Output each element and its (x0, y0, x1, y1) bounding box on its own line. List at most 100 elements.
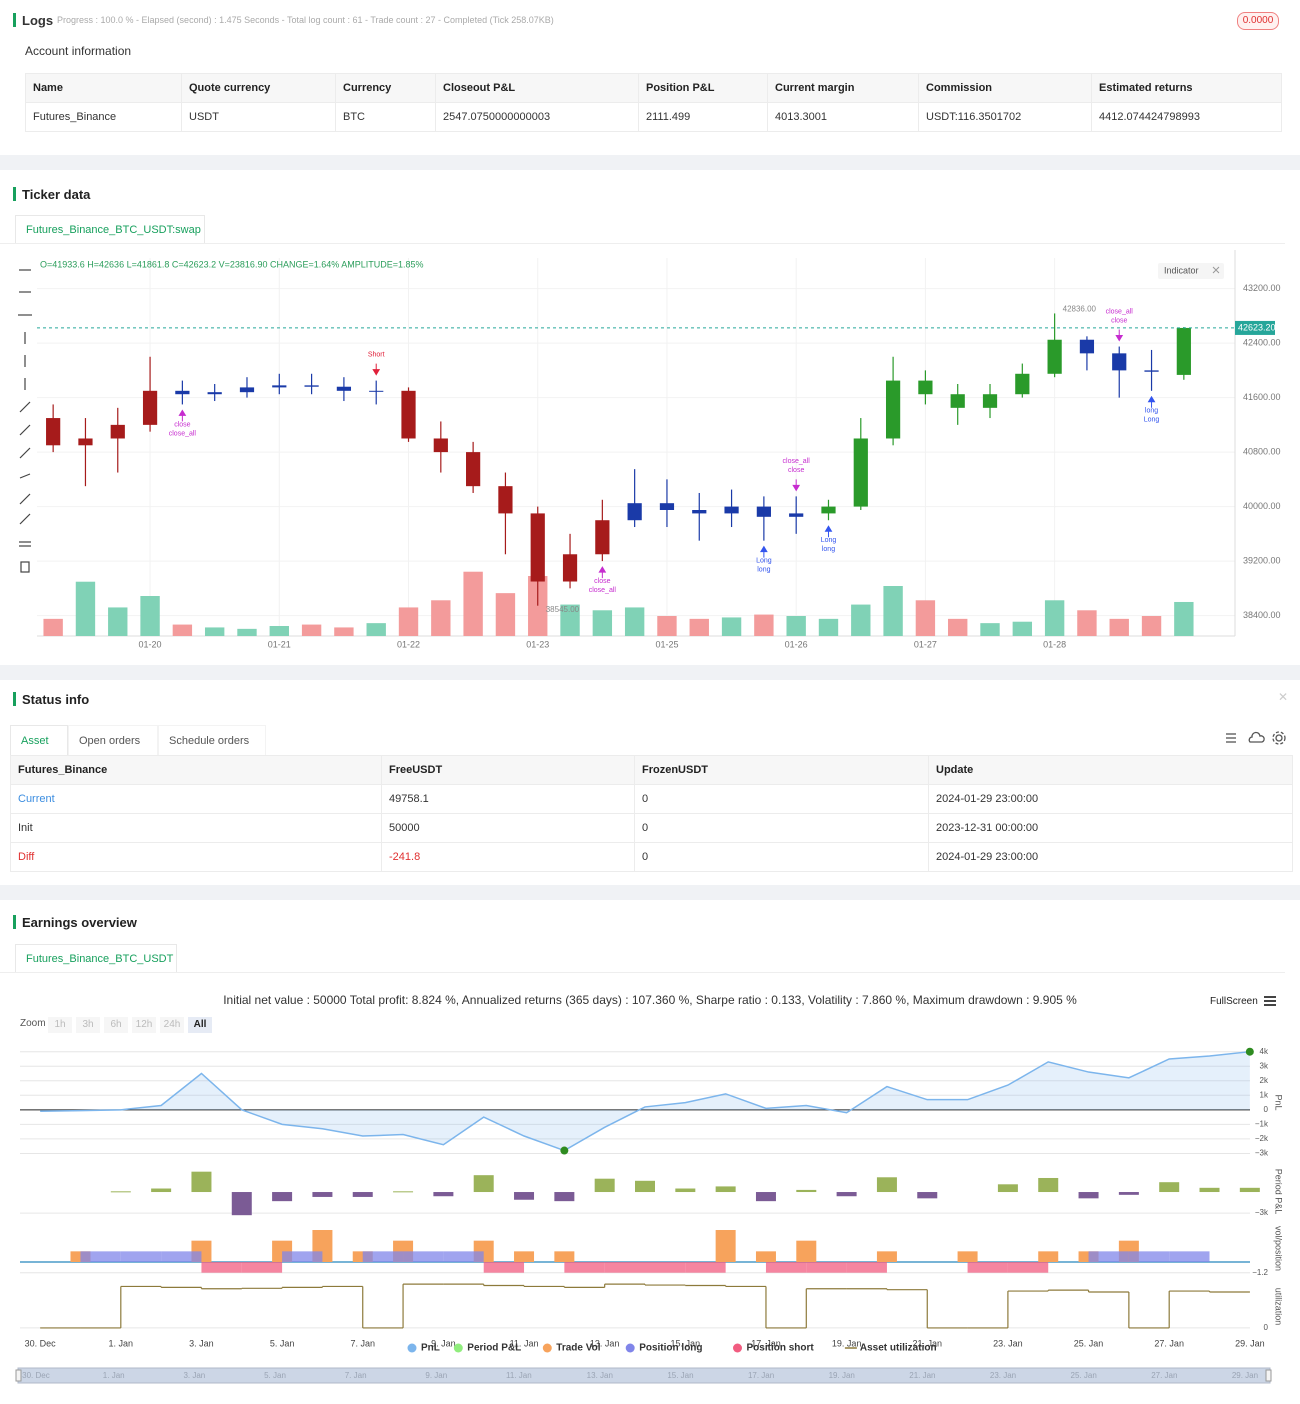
position-bar (967, 1262, 1008, 1273)
position-bar (1169, 1251, 1210, 1263)
volume-bar (754, 614, 774, 636)
zoom-button[interactable]: 12h (132, 1017, 156, 1033)
volume-bar (172, 624, 193, 636)
y-tick-label: 1k (1260, 1090, 1269, 1099)
volume-bar (431, 600, 451, 636)
candlestick-chart: 38400.00 39200.00 40000.00 40800.00 41600.00… (37, 250, 1281, 649)
progress-text: Progress : 100.0 % - Elapsed (second) : … (57, 15, 554, 25)
column-bar (473, 1175, 494, 1193)
legend-marker (625, 1343, 635, 1353)
column-bar (312, 1192, 333, 1197)
column-bar (1199, 1187, 1220, 1193)
candle-body (595, 520, 610, 555)
navigator-handle[interactable] (1265, 1369, 1272, 1382)
column-bar (715, 1186, 736, 1193)
x-tick-label: 01-27 (914, 639, 937, 649)
fullscreen-button[interactable]: FullScreen (1210, 996, 1258, 1007)
navigator-label: 30. Dec (22, 1371, 50, 1380)
column-bar (1239, 1187, 1260, 1193)
table-cell: 2111.499 (638, 102, 768, 132)
navigator-label: 3. Jan (183, 1371, 205, 1380)
position-bar (483, 1262, 525, 1273)
column-bar (1038, 1177, 1059, 1193)
navigator-label: 1. Jan (103, 1371, 125, 1380)
collapse-icon[interactable]: ✕ (1278, 690, 1289, 704)
navigator-label: 7. Jan (345, 1371, 367, 1380)
x-tick-label: 01-26 (785, 639, 808, 649)
table-tools[interactable] (1222, 730, 1288, 746)
volume-bar (592, 610, 613, 636)
candle-body (142, 390, 158, 425)
candle-body (885, 380, 901, 439)
navigator-handle[interactable] (15, 1369, 22, 1382)
position-bar (241, 1262, 283, 1273)
x-tick-label: 5. Jan (270, 1338, 295, 1348)
tab[interactable]: Schedule orders (158, 725, 266, 756)
legend-label[interactable]: Period P&L (467, 1343, 521, 1354)
candle-body (562, 554, 578, 582)
volume-bar (1141, 616, 1162, 636)
section-subtitle: Account information (25, 44, 132, 58)
drawing-toolbar (18, 269, 32, 573)
x-tick-label: 01-20 (139, 639, 162, 649)
trade-label: long (757, 566, 770, 573)
legend-label[interactable]: Position short (747, 1343, 815, 1354)
menu-icon[interactable] (1263, 995, 1277, 1007)
legend-marker (453, 1343, 463, 1353)
volume-bar (75, 581, 96, 636)
table-cell: Diff (10, 842, 382, 872)
column-bar (1159, 1182, 1180, 1193)
zoom-button[interactable]: 3h (76, 1017, 100, 1033)
candle-body (982, 394, 998, 408)
legend-label[interactable]: Asset utilization (860, 1343, 937, 1354)
y-tick-label: 40800.00 (1243, 446, 1281, 456)
indicator-button[interactable] (1158, 263, 1224, 279)
expand-icon (1212, 266, 1220, 274)
trade-arrow (824, 525, 833, 538)
tab-active[interactable]: Asset (10, 725, 68, 756)
zoom-button[interactable]: All (188, 1017, 212, 1033)
summary: Initial net value : 50000 Total profit: … (223, 993, 1077, 1007)
volume-bar (528, 576, 548, 636)
table-cell: Futures_Binance (25, 102, 182, 132)
tab[interactable]: Futures_Binance_BTC_USDT (15, 944, 177, 972)
zoom-button[interactable]: 1h (48, 1017, 72, 1033)
navigator-label: 5. Jan (264, 1371, 286, 1380)
x-tick-label: 01-28 (1043, 639, 1066, 649)
zoom-button[interactable]: 6h (104, 1017, 128, 1033)
tab[interactable]: Futures_Binance_BTC_USDT:swap (15, 215, 205, 243)
position-bar (564, 1262, 605, 1273)
y-tick-label: 3k (1260, 1061, 1269, 1070)
last-price-tag (1235, 320, 1275, 335)
navigator-label: 15. Jan (667, 1371, 693, 1380)
header-cell: Position P&L (638, 73, 768, 103)
legend-label[interactable]: Position long (639, 1343, 702, 1354)
x-tick-label: 13. Jan (590, 1338, 620, 1348)
candle-body (336, 386, 352, 391)
zoom-button[interactable]: 24h (160, 1017, 184, 1033)
table-cell: 0 (634, 784, 929, 814)
x-tick-label: 1. Jan (109, 1338, 134, 1348)
earnings-card: Earnings overview Futures_Binance_BTC_US… (0, 900, 1300, 1404)
volume-bar (624, 607, 645, 636)
column-bar (191, 1171, 212, 1193)
trade-label: long (822, 546, 835, 553)
column-bar (594, 1178, 615, 1193)
column-bar (231, 1192, 252, 1216)
table-row: Init 50000 0 2023-12-31 00:00:00 (10, 813, 1293, 843)
table-cell: 4412.074424798993 (1091, 102, 1282, 132)
trade-label: Long (1144, 417, 1160, 424)
legend-label[interactable]: PnL (421, 1343, 440, 1354)
legend-label[interactable]: Trade Vol (556, 1343, 600, 1354)
y-tick-label: −1k (1255, 1119, 1269, 1128)
tab[interactable]: Open orders (68, 725, 158, 756)
candle-body (821, 506, 836, 514)
trade-label: Long (821, 537, 837, 544)
x-tick-label: 01-21 (268, 639, 291, 649)
position-bar (846, 1262, 887, 1273)
last-price-label: 42623.20 (1238, 322, 1276, 332)
data-table: Futures_Binance FreeUSDT FrozenUSDT Update C… (10, 755, 1293, 872)
column-bar (675, 1188, 696, 1193)
candle-body (756, 506, 771, 517)
